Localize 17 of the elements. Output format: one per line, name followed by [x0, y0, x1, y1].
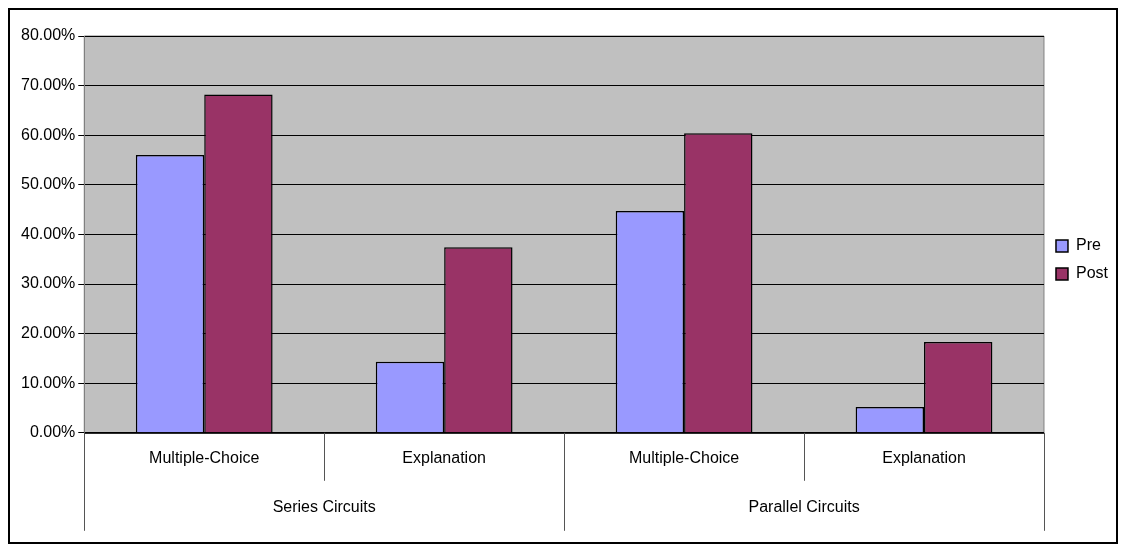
- x-tick-label: Explanation: [402, 448, 486, 466]
- y-tick-label: 20.00%: [21, 324, 76, 342]
- x-tick-label: Explanation: [882, 448, 966, 466]
- y-tick-label: 50.00%: [21, 175, 76, 193]
- x-tick-label: Multiple-Choice: [149, 448, 260, 466]
- y-tick-label: 10.00%: [21, 373, 76, 391]
- y-tick-label: 30.00%: [21, 274, 76, 292]
- y-tick-label: 0.00%: [29, 423, 76, 441]
- y-tick-label: 70.00%: [21, 76, 76, 94]
- legend-label: Post: [1075, 264, 1109, 282]
- y-tick-label: 60.00%: [21, 125, 76, 143]
- x-tick-label: Multiple-Choice: [628, 448, 740, 466]
- y-tick-label: 40.00%: [21, 224, 76, 242]
- y-tick-label: 80.00%: [21, 26, 76, 44]
- legend-label: Pre: [1075, 236, 1101, 254]
- text: Series Circuits: [272, 498, 376, 516]
- text: Parallel Circuits: [748, 498, 860, 516]
